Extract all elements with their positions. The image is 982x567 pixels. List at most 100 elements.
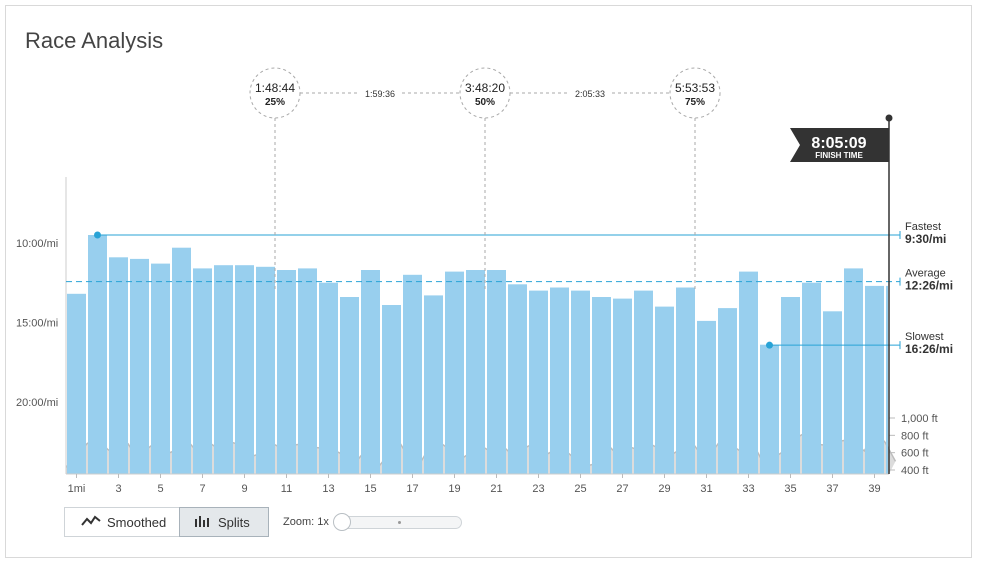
x-tick-label: 1mi [68, 483, 86, 495]
checkpoint-percent: 50% [475, 97, 495, 108]
finish-time: 8:05:09 [811, 135, 866, 152]
zoom-slider-handle[interactable] [333, 513, 351, 531]
x-tick-label: 27 [616, 483, 628, 495]
x-tick-label: 35 [784, 483, 796, 495]
reference-marker-slowest [766, 341, 773, 349]
x-tick-label: 29 [658, 483, 670, 495]
checkpoint-time: 1:48:44 [255, 81, 295, 95]
pace-bars [67, 235, 888, 475]
x-tick-label: 11 [281, 483, 292, 495]
pace-bar [193, 268, 212, 474]
pace-bar [67, 293, 86, 474]
pace-bar [844, 268, 863, 474]
pace-bar [676, 287, 695, 474]
x-tick-label: 39 [868, 483, 880, 495]
smoothed-button[interactable]: Smoothed [64, 507, 180, 537]
pace-bar [613, 298, 632, 474]
elevation-tick-label: 800 ft [901, 430, 929, 442]
pace-bar [781, 297, 800, 474]
reference-label-fastest: Fastest [905, 221, 941, 233]
splits-button[interactable]: Splits [179, 507, 269, 537]
pace-bar [739, 271, 758, 474]
pace-bar [886, 285, 888, 474]
zoom-label: Zoom: 1x [283, 516, 329, 528]
pace-bar [382, 305, 401, 474]
page-title: Race Analysis [25, 28, 164, 53]
pace-bar [151, 263, 170, 474]
pace-bar [655, 306, 674, 474]
interval-label-bg [358, 86, 402, 100]
x-tick-label: 21 [490, 483, 502, 495]
elevation-tick-label: 1,000 ft [901, 413, 938, 425]
pace-bar [697, 320, 716, 474]
reference-value-average: 12:26/mi [905, 279, 953, 293]
pace-bar [235, 265, 254, 474]
elevation-tick-label: 400 ft [901, 465, 929, 477]
x-tick-label: 17 [406, 483, 418, 495]
checkpoint-percent: 75% [685, 97, 705, 108]
pace-bar [130, 258, 149, 474]
pace-bar [445, 271, 464, 474]
pace-bar [88, 235, 107, 474]
x-tick-label: 25 [574, 483, 586, 495]
pace-bar [340, 297, 359, 474]
interval-label: 2:05:33 [575, 89, 605, 99]
axes: 10:00/mi 15:00/mi 20:00/mi 1mi 3 5 7 9 11 13 15 17 1… [16, 177, 938, 495]
x-tick-label: 13 [322, 483, 334, 495]
splits-bars-icon [194, 515, 212, 530]
splits-button-label: Splits [218, 514, 250, 530]
smoothed-button-label: Smoothed [107, 514, 167, 530]
reference-value-slowest: 16:26/mi [905, 342, 953, 356]
x-tick-label: 9 [241, 483, 247, 495]
interval-label: 1:59:36 [365, 89, 395, 99]
x-tick-label: 23 [532, 483, 544, 495]
checkpoint-circle [669, 67, 721, 119]
x-tick-label: 33 [742, 483, 754, 495]
pace-tick-label: 20:00/mi [16, 397, 58, 409]
pace-bar [172, 247, 191, 474]
x-tick-label: 5 [157, 483, 163, 495]
reference-marker-fastest [94, 231, 101, 239]
pace-bar [487, 270, 506, 474]
finish-flag-shape [790, 128, 889, 162]
pace-bar [403, 274, 422, 475]
pace-bar [529, 290, 548, 474]
checkpoint-time: 5:53:53 [675, 81, 715, 95]
x-tick-label: 19 [448, 483, 460, 495]
pace-bar [550, 287, 569, 474]
x-tick-label: 7 [199, 483, 205, 495]
pace-bar [760, 344, 779, 474]
checkpoints: 1:48:44 25% 3:48:20 50% 5:53:53 75% 1:59:36 2:0… [249, 67, 721, 290]
pace-bar [466, 270, 485, 474]
elevation-line [65, 429, 897, 470]
pace-bar [802, 282, 821, 474]
pace-tick-label: 10:00/mi [16, 238, 58, 250]
pace-bar [214, 265, 233, 474]
zoom-slider-center-mark [398, 521, 401, 524]
checkpoint-percent: 25% [265, 97, 285, 108]
reference-label-average: Average [905, 268, 946, 280]
finish-time-label: FINISH TIME [815, 151, 863, 160]
pace-bar [865, 285, 884, 474]
x-tick-label: 15 [364, 483, 376, 495]
pace-bar [319, 282, 338, 474]
pace-bar [277, 270, 296, 474]
x-tick-label: 31 [700, 483, 712, 495]
pace-bar [361, 270, 380, 474]
checkpoint-time: 3:48:20 [465, 81, 505, 95]
pace-bar [424, 295, 443, 474]
interval-label-bg [568, 86, 612, 100]
pace-bar [823, 311, 842, 474]
finish-pole-top [885, 114, 893, 122]
pace-bar [718, 308, 737, 474]
pace-tick-label: 15:00/mi [16, 317, 58, 329]
pace-bar [508, 284, 527, 474]
pace-bar [298, 268, 317, 474]
reference-label-slowest: Slowest [905, 331, 944, 343]
pace-bar [256, 266, 275, 474]
pace-bar [109, 257, 128, 474]
elevation-tick-label: 600 ft [901, 448, 929, 460]
pace-bar [571, 290, 590, 474]
